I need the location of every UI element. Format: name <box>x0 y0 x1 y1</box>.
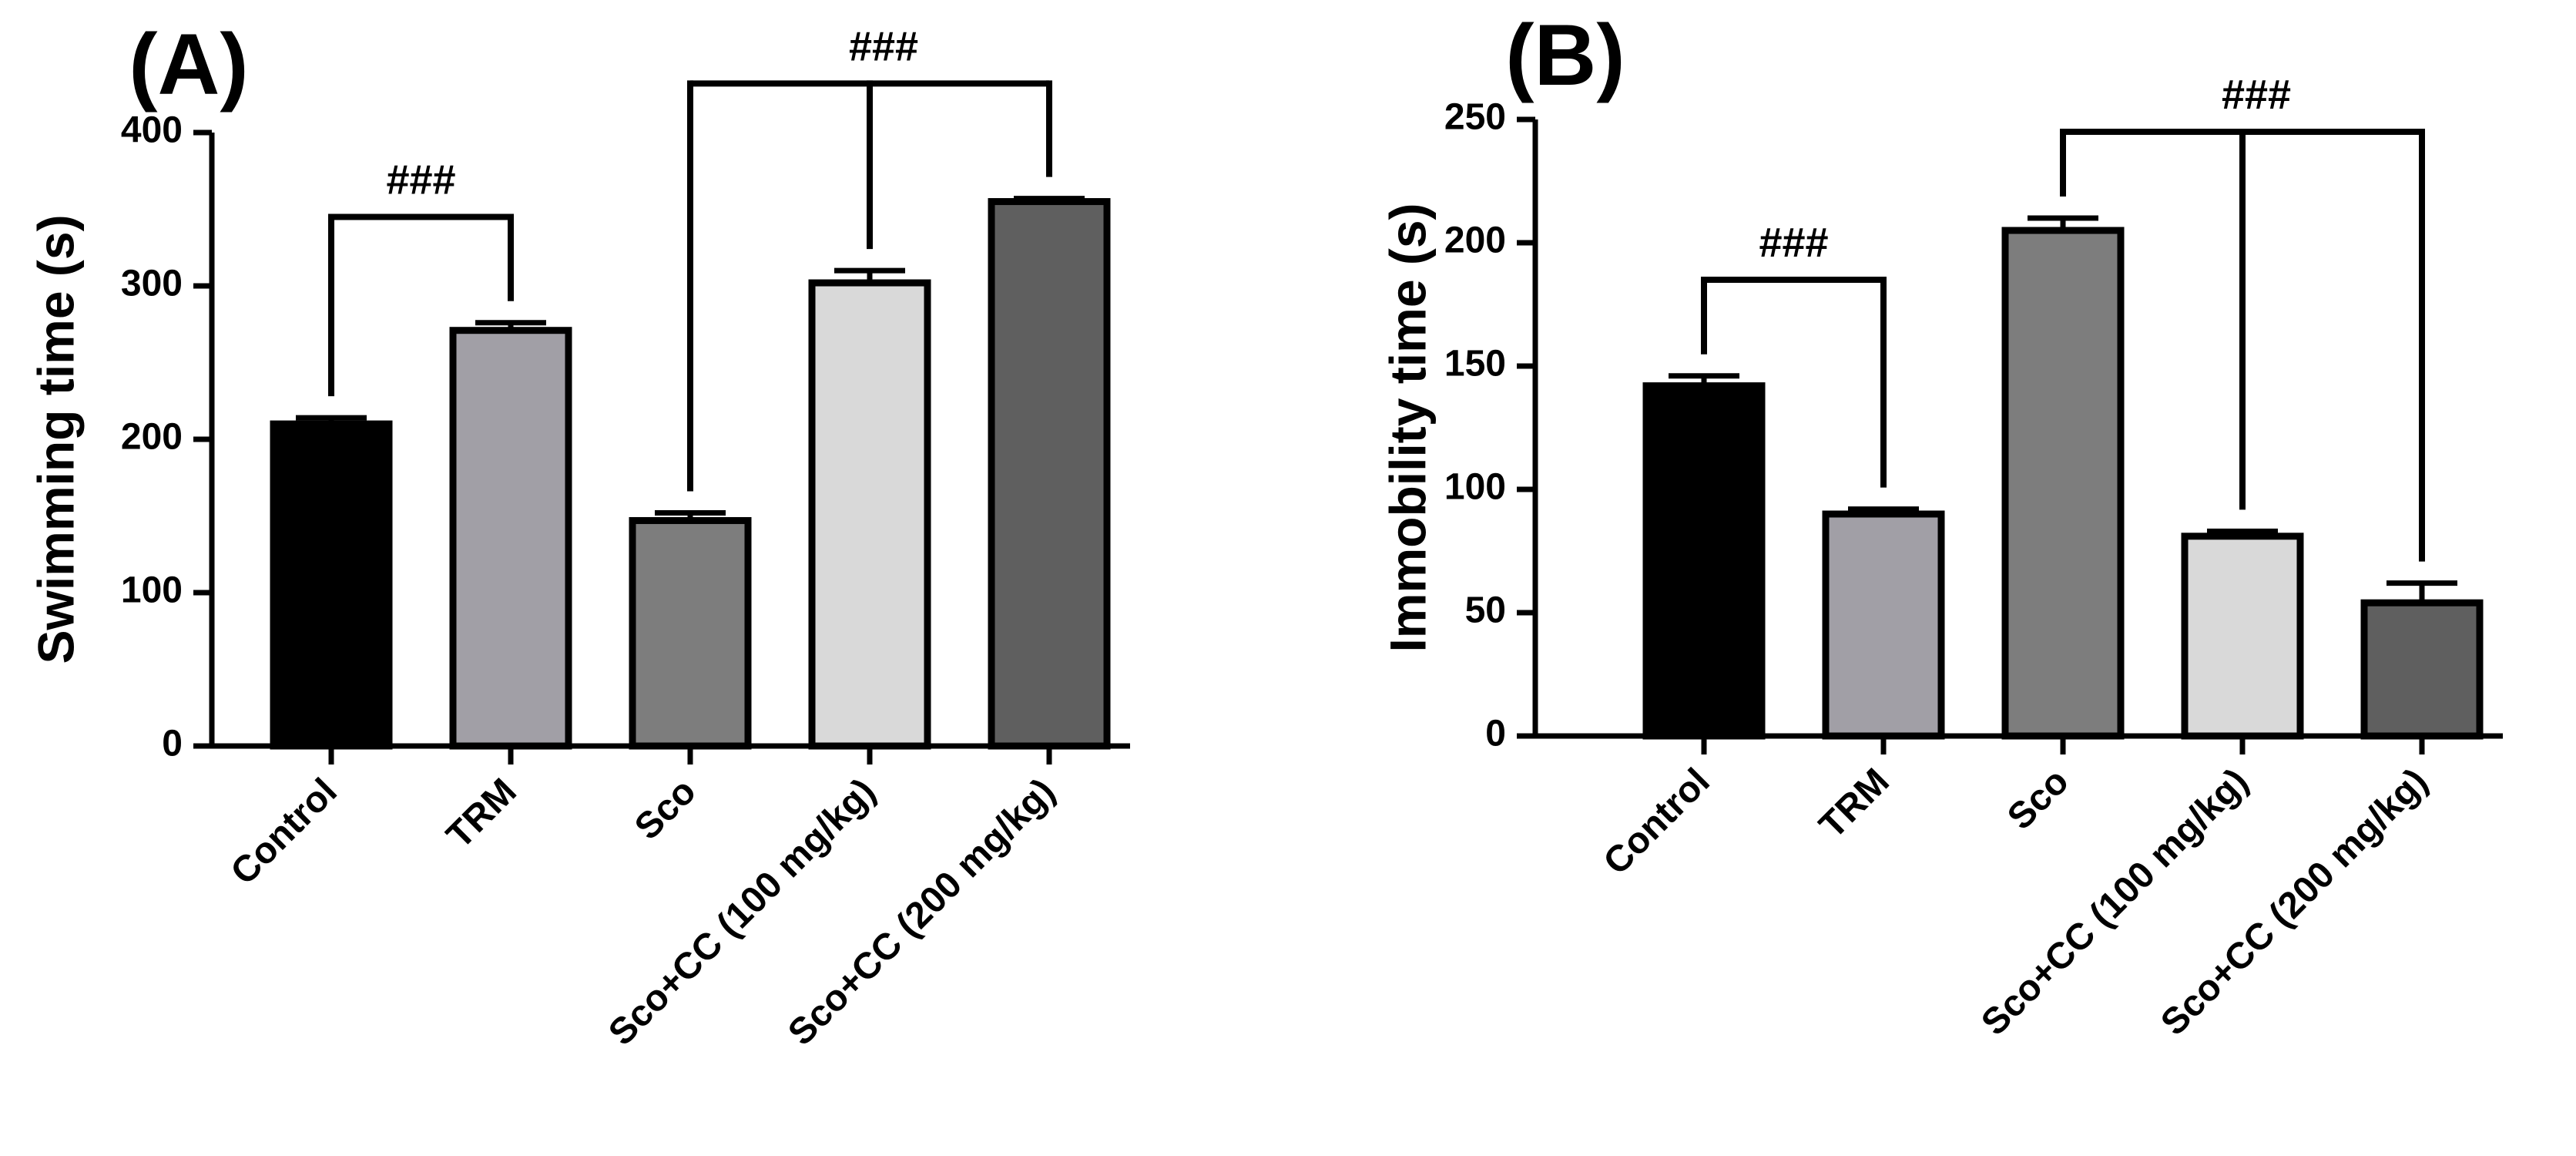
y-axis-title: Swimming time (s) <box>27 214 84 664</box>
bar <box>1642 382 1766 740</box>
y-tick-label: 0 <box>1485 714 1506 754</box>
x-tick-label: TRM <box>439 771 525 856</box>
bar <box>2360 599 2484 740</box>
panel-letter: (B) <box>1505 7 1625 103</box>
x-tick-label: Control <box>223 771 345 892</box>
significance-label: ### <box>849 23 918 69</box>
chart-panel-a: (A)Swimming time (s)Control TRM ScoSco+CC … <box>27 16 1130 1054</box>
y-tick-label: 300 <box>121 264 183 304</box>
chart-panel-b: (B)Immobility time (s)Control TRM ScoSco+C… <box>1379 7 2503 1043</box>
bar <box>2001 227 2125 740</box>
bar <box>1822 510 1945 740</box>
y-tick-label: 50 <box>1465 590 1506 631</box>
significance-label: ### <box>386 156 455 203</box>
y-tick-label: 200 <box>121 417 183 458</box>
bar <box>270 420 393 750</box>
y-tick-label: 150 <box>1444 344 1506 385</box>
x-tick-label: Sco <box>627 771 704 848</box>
y-axis-title: Immobility time (s) <box>1379 203 1436 652</box>
bar <box>988 198 1111 750</box>
y-tick-label: 100 <box>1444 467 1506 508</box>
bar <box>808 279 931 750</box>
y-tick-label: 100 <box>121 570 183 611</box>
bar <box>449 327 572 750</box>
y-tick-label: 0 <box>162 724 183 765</box>
bar <box>629 516 752 750</box>
x-tick-label: Sco <box>2000 761 2077 838</box>
x-tick-label: TRM <box>1812 761 1897 846</box>
panel-letter: (A) <box>129 16 248 113</box>
significance-label: ### <box>2222 72 2291 118</box>
y-tick-label: 400 <box>121 110 183 151</box>
significance-label: ### <box>1759 220 1828 266</box>
bar <box>2181 533 2304 740</box>
y-tick-label: 200 <box>1444 220 1506 261</box>
y-tick-label: 250 <box>1444 97 1506 138</box>
x-tick-label: Control <box>1596 761 1718 882</box>
